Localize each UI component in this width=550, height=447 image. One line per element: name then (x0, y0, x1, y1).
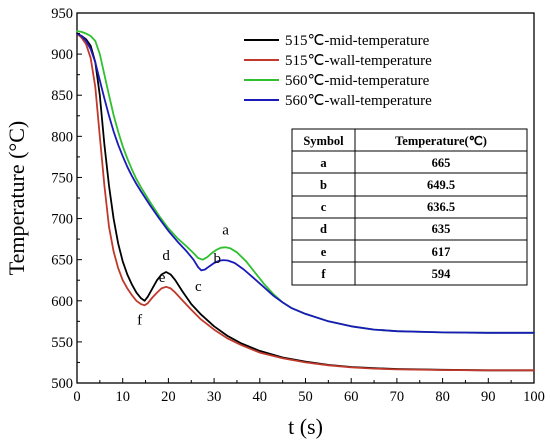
table-cell-temperature: 665 (432, 156, 451, 170)
point-label: e (159, 270, 166, 286)
legend-item: 560℃-wall-temperature (244, 93, 432, 109)
table-cell-temperature: 649.5 (427, 178, 455, 192)
table-cell-temperature: 635 (432, 222, 451, 236)
symbol-table: Symbol Temperature(℃) a 665 b 649.5 c 63… (291, 128, 528, 286)
table-cell-temperature: 636.5 (427, 200, 455, 214)
y-axis-title: Temperature (°C) (4, 121, 29, 275)
legend-label: 515℃-wall-temperature (285, 53, 432, 69)
table-header-symbol: Symbol (303, 134, 344, 148)
legend: 515℃-mid-temperature 515℃-wall-temperatu… (244, 33, 432, 109)
table-cell-symbol: e (321, 245, 327, 259)
x-tick-label: 100 (523, 389, 545, 405)
y-tick-label: 800 (51, 129, 73, 145)
x-tick-label: 30 (207, 389, 222, 405)
legend-label: 560℃-wall-temperature (285, 93, 432, 109)
series-line-3 (76, 32, 535, 334)
x-tick-label: 70 (390, 389, 405, 405)
series-layer (76, 30, 535, 372)
table-cell-temperature: 594 (432, 267, 452, 281)
x-tick-label: 50 (298, 389, 313, 405)
axis-ticks: 0 10 20 30 40 50 60 70 80 90 100 500 550 600 650 700 750… (51, 6, 545, 405)
point-labels: abc de f (137, 222, 229, 328)
legend-item: 560℃-mid-temperature (244, 73, 430, 89)
y-tick-label: 900 (51, 47, 73, 63)
legend-item: 515℃-wall-temperature (244, 53, 432, 69)
table-cell-symbol: d (320, 222, 327, 236)
x-tick-label: 90 (481, 389, 496, 405)
x-axis-title: t (s) (288, 414, 323, 439)
y-tick-label: 650 (51, 253, 73, 269)
y-tick-label: 500 (51, 376, 73, 392)
x-tick-label: 60 (344, 389, 359, 405)
point-label: b (213, 251, 221, 267)
point-label: a (222, 222, 229, 238)
legend-label: 560℃-mid-temperature (285, 73, 430, 89)
x-tick-label: 80 (435, 389, 450, 405)
legend-label: 515℃-mid-temperature (285, 33, 430, 49)
table-header-temperature: Temperature(℃) (395, 134, 487, 148)
y-tick-label: 700 (51, 212, 73, 228)
y-tick-label: 600 (51, 294, 73, 310)
y-tick-label: 950 (51, 6, 73, 22)
y-tick-label: 850 (51, 88, 73, 104)
x-tick-label: 10 (115, 389, 130, 405)
series-line-1 (76, 32, 535, 372)
x-tick-label: 40 (253, 389, 268, 405)
table-cell-symbol: a (320, 156, 327, 170)
table-cell-symbol: c (321, 200, 327, 214)
x-tick-label: 0 (73, 389, 80, 405)
table-cell-temperature: 617 (432, 245, 451, 259)
point-label: d (162, 248, 170, 264)
point-label: c (195, 279, 202, 295)
x-tick-label: 20 (161, 389, 176, 405)
table-cell-symbol: b (320, 178, 327, 192)
point-label: f (137, 313, 142, 329)
legend-item: 515℃-mid-temperature (244, 33, 430, 49)
table-cell-symbol: f (321, 267, 326, 281)
y-tick-label: 750 (51, 170, 73, 186)
table-frame (291, 128, 528, 286)
y-tick-label: 550 (51, 335, 73, 351)
